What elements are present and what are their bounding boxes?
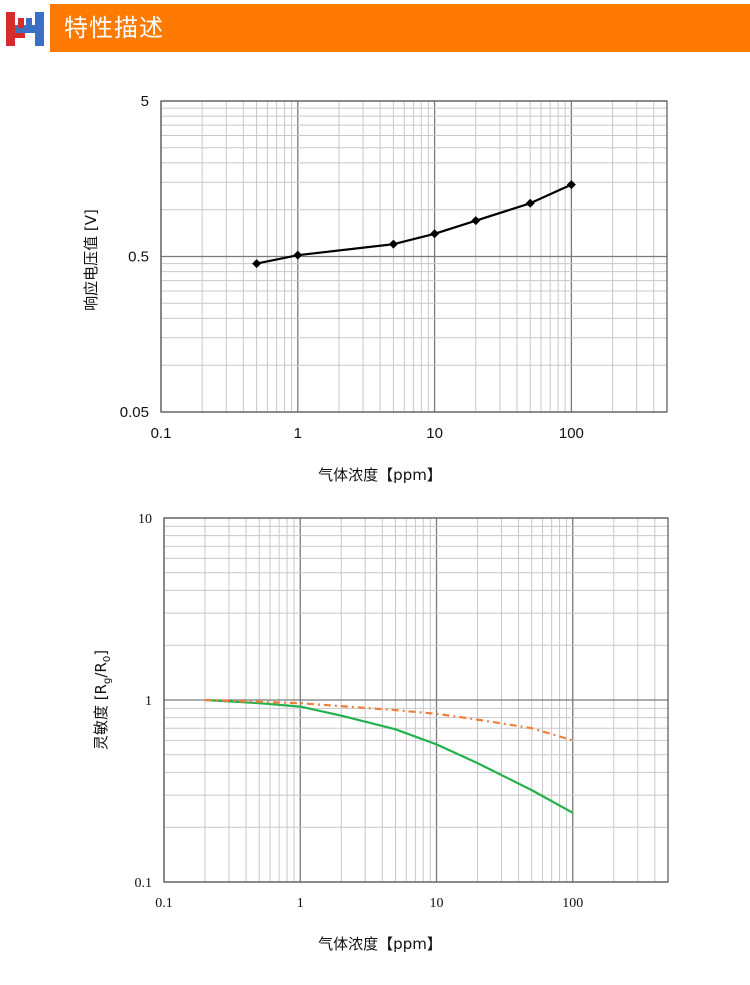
y-tick-label: 0.1 [135,876,153,891]
series-2 [204,698,574,742]
hm-logo-icon [6,12,44,46]
page-header: 特性描述 [0,0,750,56]
y-tick-label: 0.05 [120,404,149,421]
x-tick-label: 0.1 [155,896,173,911]
x-tick-label: 10 [430,896,444,911]
data-point [388,239,398,249]
subscript: 0 [102,656,113,662]
y-axis-label-text: 响应电压值 [V] [82,209,100,311]
label-part: /R [92,662,110,677]
plot-frame [163,517,669,883]
y-axis-label-text: 灵敏度 [Rg/R0] [92,650,113,750]
y-gridlines [164,517,668,883]
label-part: 灵敏度 [R [92,684,110,750]
data-point [252,259,262,269]
y-axis-label: 响应电压值 [V] [82,209,100,311]
title-bar: 特性描述 [50,4,750,52]
x-axis-label: 气体浓度【ppm】 [318,466,442,484]
y-tick-label: 10 [138,512,152,527]
y-gridlines [161,100,667,413]
x-tick-label: 100 [559,425,584,442]
data-point [471,216,481,226]
x-tick-label: 1 [294,425,302,442]
data-point [430,229,440,239]
page-title: 特性描述 [64,14,164,42]
sensitivity-chart: 0.1 1 10 100 0.1 1 10 气体浓度【ppm】 灵敏度 [Rg/R0] [92,512,669,953]
series-1 [204,698,574,814]
y-tick-label: 0.5 [128,249,149,266]
x-tick-label: 0.1 [151,425,172,442]
x-tick-label: 1 [297,896,304,911]
y-tick-label: 5 [141,93,149,110]
data-point [293,250,303,260]
series-line [204,698,574,742]
subscript: g [102,678,113,684]
data-point [525,198,535,208]
x-tick-label: 100 [562,896,583,911]
data-point [566,180,576,190]
label-part: ] [92,650,110,656]
x-axis-label: 气体浓度【ppm】 [318,935,442,953]
response-voltage-chart: 0.1 1 10 100 0.05 0.5 5 气体浓度【ppm】 响应电压值 [V] [82,93,668,484]
plot-frame [160,100,668,413]
series-line [204,698,574,814]
y-tick-label: 1 [145,694,152,709]
x-tick-label: 10 [426,425,443,442]
y-axis-label: 灵敏度 [Rg/R0] [92,650,113,750]
series-1 [252,180,576,269]
